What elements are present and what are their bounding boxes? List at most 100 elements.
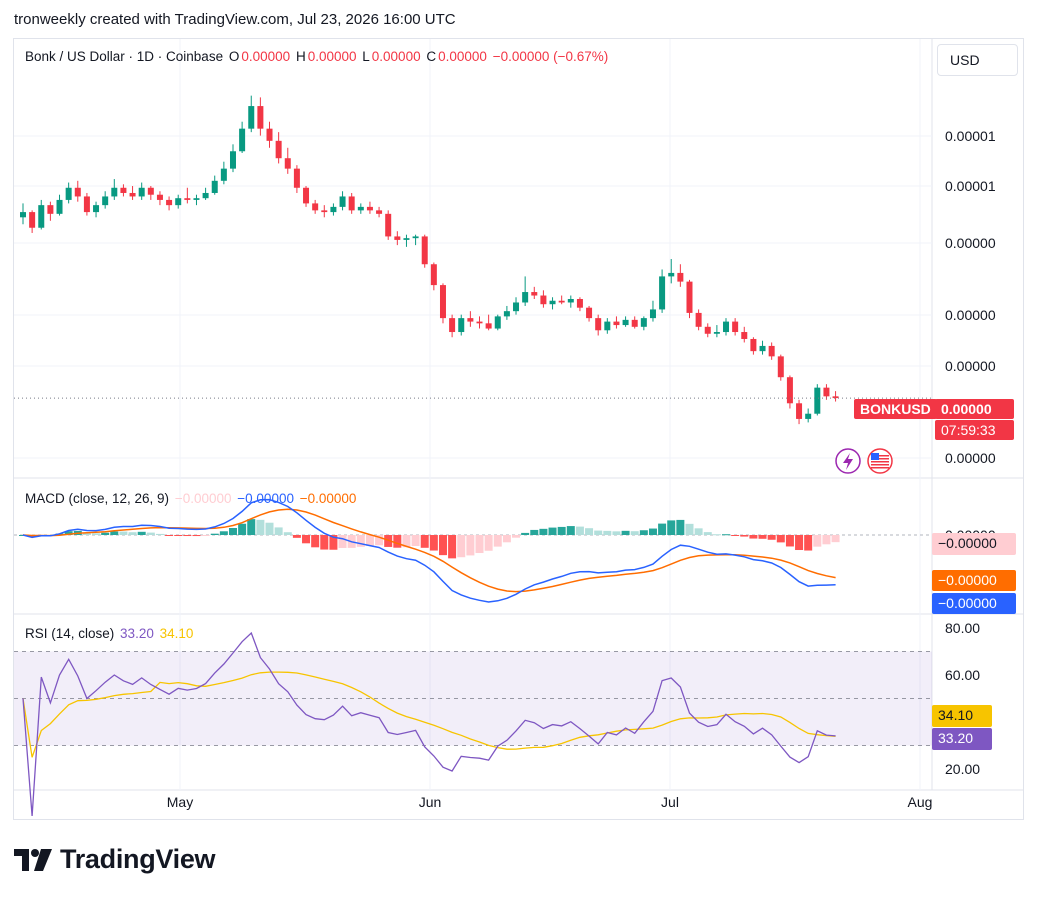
candle	[312, 199, 319, 214]
macd-histogram-bar	[265, 522, 274, 535]
candle-body	[549, 300, 556, 305]
macd-histogram-bar	[119, 531, 128, 535]
rsi-line	[22, 631, 836, 817]
rsi-axis-label: 60.00	[945, 667, 980, 683]
macd-histogram-bar	[530, 529, 539, 535]
candle	[93, 201, 100, 218]
macd-legend[interactable]: MACD (close, 12, 26, 9) −0.00000 −0.0000…	[25, 491, 358, 506]
candle-body	[814, 387, 821, 414]
macd-histogram-bar	[247, 519, 256, 535]
macd-histogram-bar	[402, 535, 411, 548]
candle	[640, 316, 647, 331]
macd-histogram-bar	[155, 533, 164, 535]
candle-body	[741, 332, 748, 339]
candle	[138, 182, 145, 200]
brand-name: TradingView	[60, 844, 216, 874]
candle-body	[439, 285, 446, 319]
tradingview-logo-icon	[14, 848, 52, 871]
candle	[357, 203, 364, 214]
candle	[430, 262, 437, 291]
candle	[394, 231, 401, 246]
candle-body	[576, 299, 583, 308]
macd-histogram-bar	[804, 535, 813, 551]
chart-caption: tronweekly created with TradingView.com,…	[14, 11, 456, 28]
candle-body	[805, 413, 812, 419]
candle-body	[540, 295, 547, 305]
candle-body	[102, 196, 109, 206]
currency-button[interactable]: USD	[937, 44, 1018, 76]
candle-body	[403, 238, 410, 240]
macd-histogram-bar	[740, 535, 749, 537]
candle	[303, 186, 310, 207]
candle	[248, 95, 255, 133]
rsi-ma-tag: 34.10	[932, 705, 992, 727]
candle	[275, 132, 282, 164]
macd-histogram-bar	[676, 519, 685, 535]
candle	[814, 384, 821, 416]
candle-body	[768, 345, 775, 357]
candle-body	[659, 276, 666, 310]
macd-histogram-bar	[776, 535, 785, 543]
candle	[485, 314, 492, 331]
candle	[102, 191, 109, 209]
rsi-title: RSI (14, close)	[25, 626, 115, 641]
flag-stripe	[871, 458, 889, 460]
macd-histogram-bar	[594, 530, 603, 535]
candle-body	[175, 198, 182, 206]
candle	[695, 309, 702, 331]
macd-pane	[14, 498, 932, 603]
candle	[65, 182, 72, 204]
macd-histogram-bar	[174, 535, 183, 536]
candle-body	[248, 106, 255, 129]
macd-histogram-bar	[256, 519, 265, 535]
open-label: O	[228, 49, 240, 64]
candle-body	[321, 210, 328, 213]
macd-histogram-bar	[694, 528, 703, 535]
candle-body	[777, 356, 784, 378]
candle-body	[677, 272, 684, 282]
rsi-pane	[14, 631, 932, 817]
rsi-axis-label: 80.00	[945, 620, 980, 636]
macd-histogram-bar	[612, 531, 621, 535]
candle-body	[613, 321, 620, 326]
macd-histogram-bar	[566, 526, 575, 535]
macd-histogram-bar	[228, 527, 237, 535]
candle	[567, 295, 574, 308]
macd-histogram-bar	[703, 532, 712, 535]
candle-body	[832, 396, 839, 399]
candle-body	[668, 272, 675, 277]
close-value: 0.00000	[438, 49, 487, 64]
symbol-price-tag: BONKUSD	[854, 399, 937, 419]
candle-body	[156, 194, 163, 200]
rsi-legend[interactable]: RSI (14, close) 33.20 34.10	[25, 626, 195, 641]
macd-histogram-bar	[758, 535, 767, 539]
candle	[668, 259, 675, 284]
time-axis-label: May	[167, 794, 193, 810]
candle-body	[522, 292, 529, 303]
candle	[549, 297, 556, 310]
candle-body	[759, 345, 766, 352]
candle-body	[421, 236, 428, 265]
candle	[576, 297, 583, 312]
symbol-description[interactable]: Bonk / US Dollar · 1D · Coinbase	[25, 49, 224, 64]
macd-histogram-bar	[731, 535, 740, 536]
macd-histogram-bar	[822, 535, 831, 545]
price-axis-label: 0.00000	[945, 450, 996, 466]
macd-line-tag: −0.00000	[932, 593, 1016, 614]
candle-body	[695, 312, 702, 327]
macd-histogram-bar	[283, 532, 292, 535]
candle	[723, 318, 730, 336]
candle-body	[330, 206, 337, 213]
candle-body	[476, 321, 483, 324]
low-label: L	[362, 49, 370, 64]
tradingview-logo[interactable]: TradingView	[14, 844, 216, 875]
candle	[476, 316, 483, 329]
candle-body	[558, 300, 565, 303]
macd-histogram-bar	[767, 535, 776, 540]
candle	[403, 234, 410, 247]
macd-signal-tag: −0.00000	[932, 570, 1016, 591]
flag-canton	[871, 453, 879, 460]
candle	[376, 206, 383, 218]
candle	[147, 186, 154, 200]
